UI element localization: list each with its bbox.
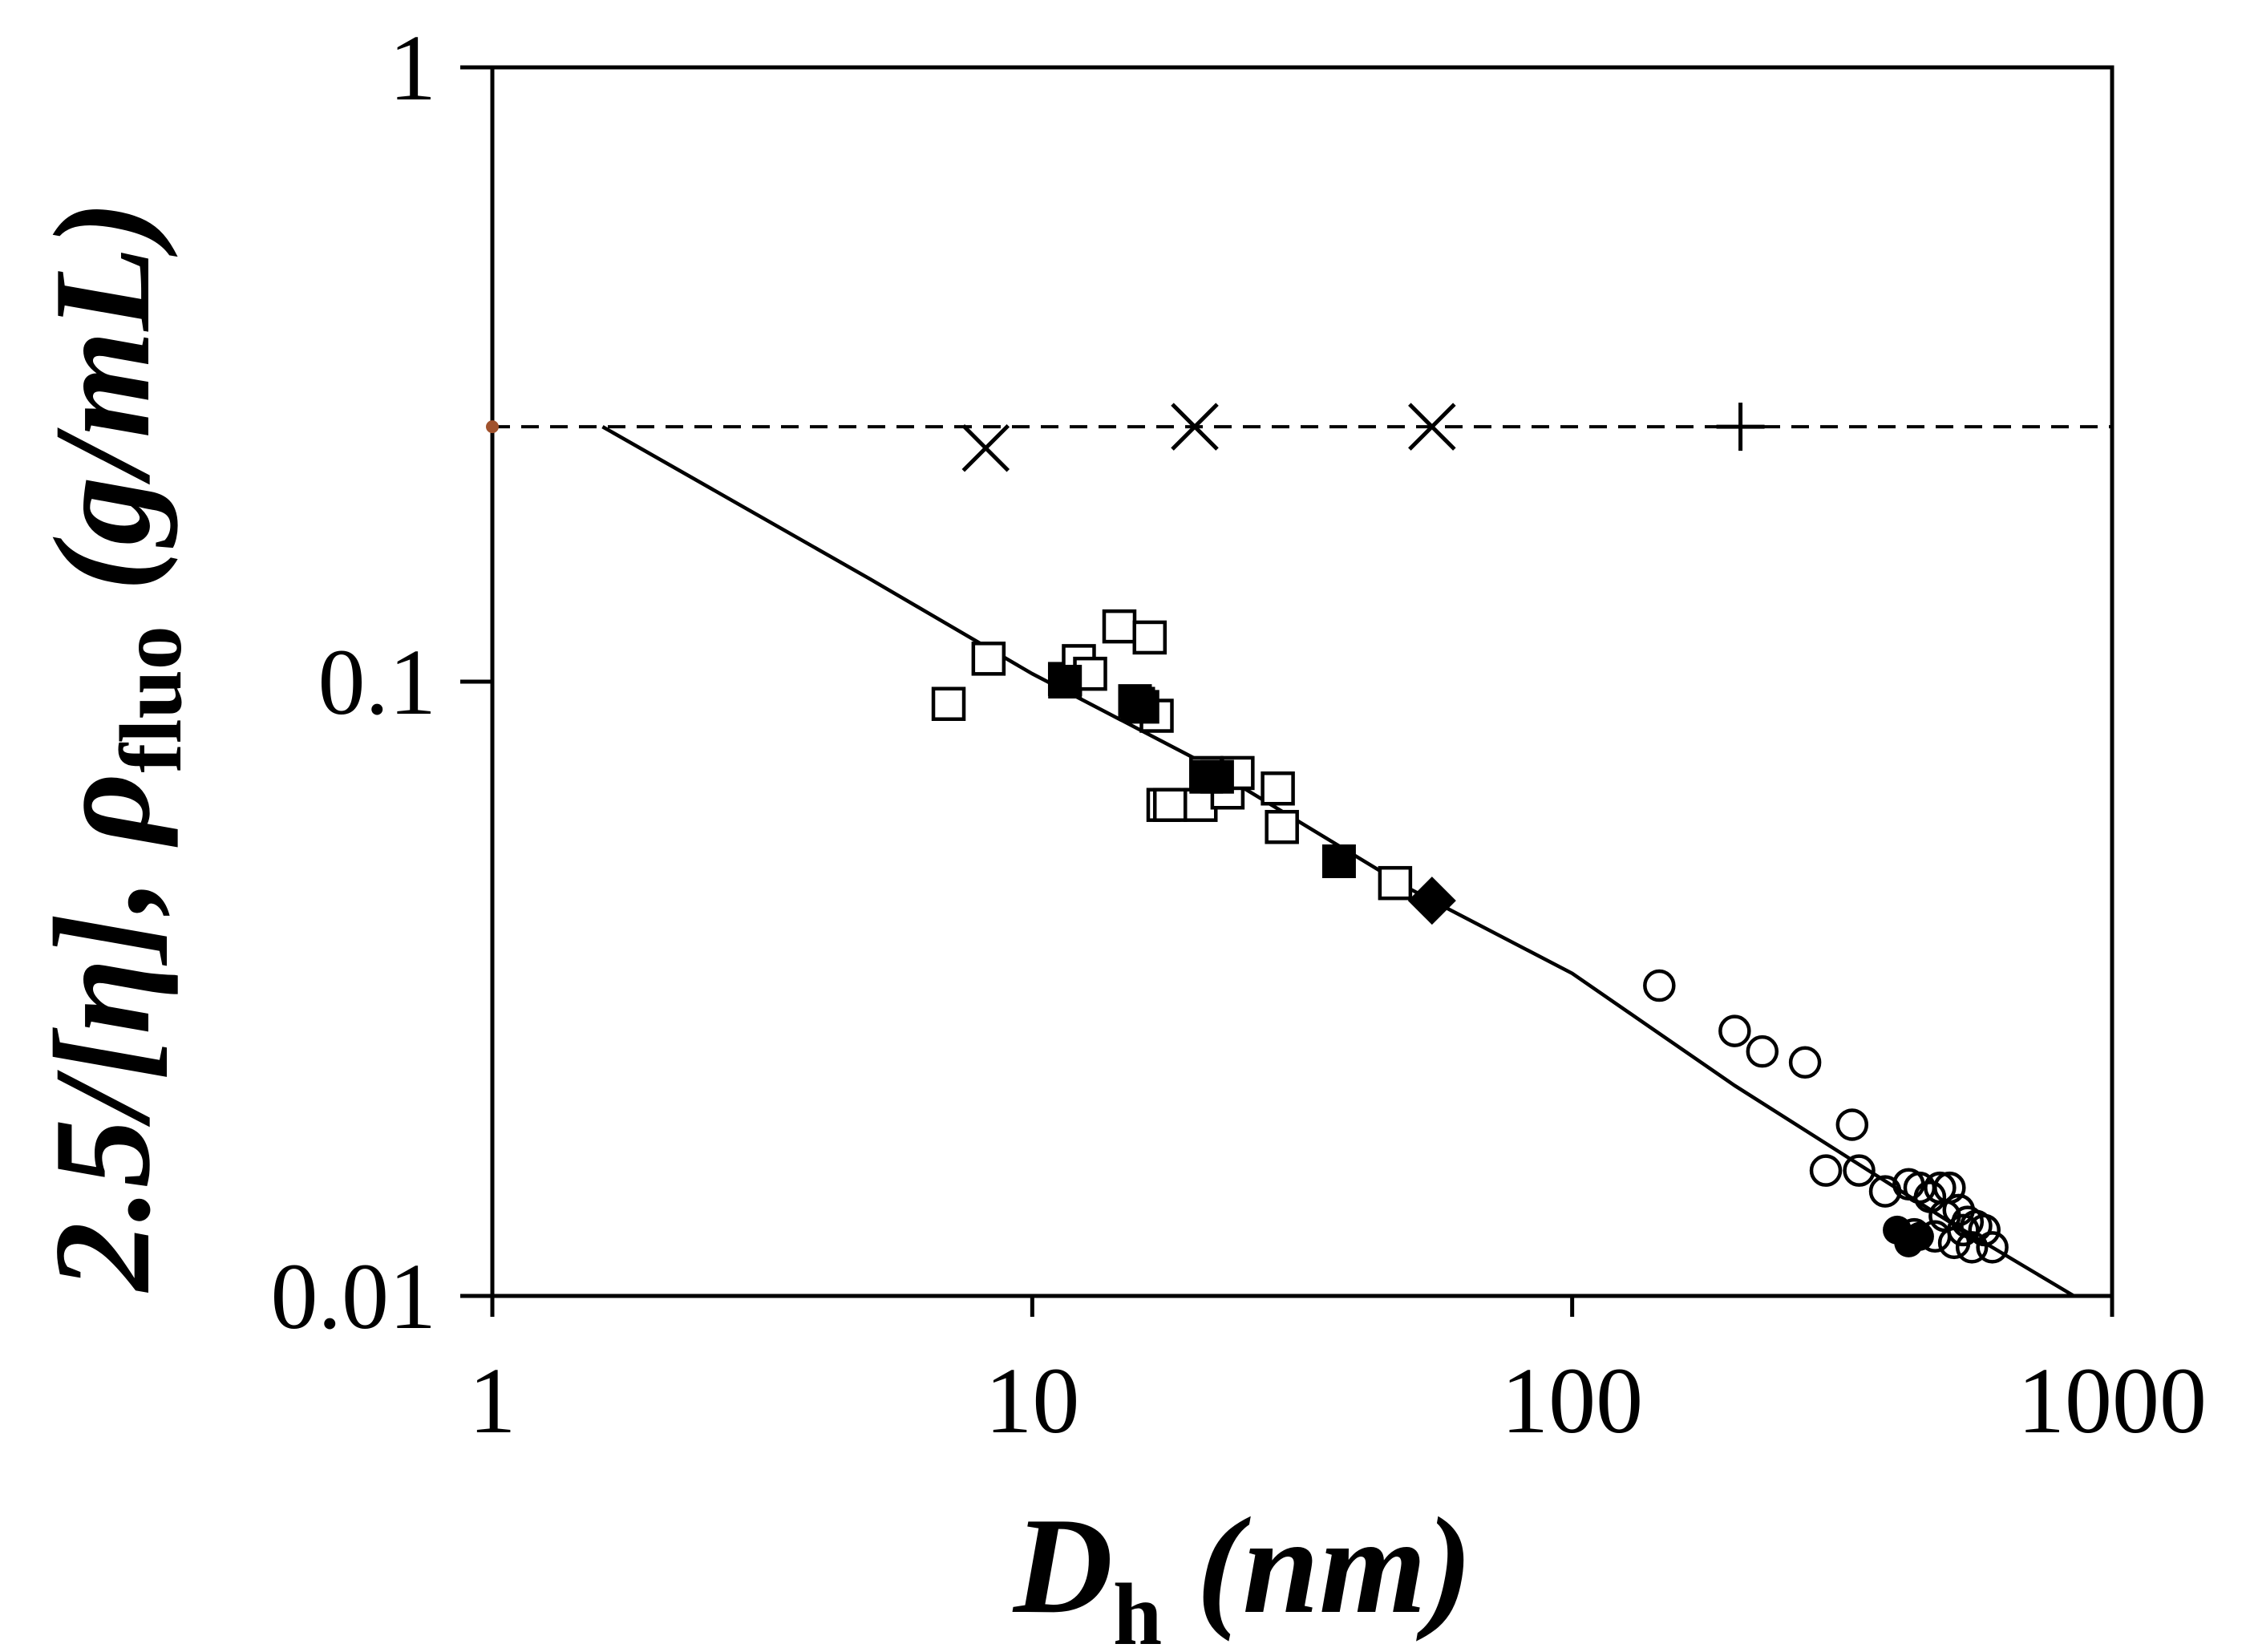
x-axis-title: Dh (nm) [1012,1490,1472,1652]
open-square-point [971,642,1006,676]
axes-layer [460,65,2114,1317]
open-circle-point [1843,1154,1876,1187]
open-circle-point [1868,1175,1902,1208]
filled-square-point [1321,844,1356,879]
y-axis-title: 2.5/[η], ρfluo (g/mL) [26,200,200,1294]
filled-circle-point [1904,1221,1934,1251]
open-square-point [1265,809,1299,844]
open-circle-point [1643,969,1676,1002]
y-axis-title-rest: (g/mL) [26,200,179,626]
reference-dot [486,420,499,434]
y-axis-title-sub: fluo [102,626,200,772]
open-circle-point [1835,1108,1869,1141]
cross-stroke [1408,403,1456,451]
marks-layer [931,403,2009,1264]
open-circle-point [1788,1046,1822,1079]
open-circle-point [1955,1231,1989,1264]
y-tick-label: 0.01 [271,1244,437,1349]
cross-point [1171,403,1219,451]
y-tick-label: 1 [389,15,436,120]
x-axis-title-sub: h [1113,1565,1162,1652]
open-square-point [1261,771,1295,806]
cross-stroke [961,423,1010,472]
x-tick-label: 10 [985,1348,1079,1453]
open-square-point [1378,865,1413,901]
open-circle-point [1746,1035,1779,1068]
open-square-point [931,686,966,721]
open-circle-point [1718,1014,1751,1047]
open-circle-point [1947,1213,1980,1247]
open-square-point [1152,788,1188,822]
cross-point [961,423,1010,472]
x-tick-label: 100 [1501,1348,1643,1453]
labels-layer: 1 10 100 1000 0.01 0.1 1 [271,15,2208,1453]
x-tick-label: 1 [469,1348,516,1453]
open-square-point [1132,620,1167,655]
x-axis-title-rest: (nm) [1162,1490,1472,1642]
lines-layer [486,420,2112,1298]
open-circle-point [1976,1231,2009,1264]
x-axis-title-main: D [1012,1490,1113,1642]
y-tick-label: 0.1 [318,630,437,735]
plot-frame [490,65,2114,1298]
filled-square-point [1125,690,1159,724]
filled-square-point [1200,759,1234,794]
filled-diamond-point [1407,877,1456,925]
filled-square-point [1048,665,1083,698]
cross-stroke [1171,403,1219,451]
plus-point [1716,403,1765,451]
y-axis-title-main: 2.5/[η], ρ [26,773,179,1294]
open-circle-point [1809,1154,1843,1187]
x-tick-label: 1000 [2017,1348,2207,1453]
cross-point [1408,403,1456,451]
open-square-point [1102,609,1137,644]
